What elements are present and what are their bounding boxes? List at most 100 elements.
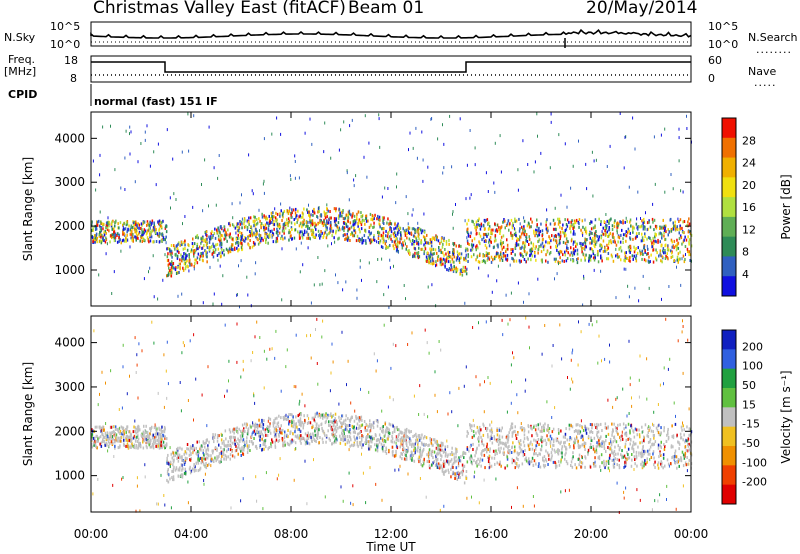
echo-cell [188, 261, 191, 264]
scatter-cell [624, 135, 626, 139]
echo-cell [196, 245, 198, 248]
echo-cell [680, 457, 683, 461]
echo-cell [197, 247, 199, 251]
echo-cell [621, 434, 623, 438]
echo-cell [395, 237, 397, 241]
scatter-cell [639, 249, 641, 253]
echo-cell [148, 443, 150, 447]
echo-cell [452, 242, 454, 246]
echo-cell [523, 219, 526, 223]
scatter-cell [384, 186, 386, 190]
echo-cell [427, 451, 430, 455]
echo-cell [573, 225, 575, 229]
echo-cell [199, 257, 201, 261]
echo-cell [112, 437, 114, 441]
echo-cell [525, 233, 528, 236]
echo-cell [624, 220, 626, 224]
echo-cell [549, 441, 552, 445]
echo-cell [249, 424, 251, 428]
echo-cell [172, 470, 174, 473]
echo-cell [526, 240, 529, 243]
echo-cell [572, 227, 574, 230]
echo-cell [283, 436, 286, 440]
echo-cell [397, 439, 399, 443]
echo-cell [686, 224, 688, 228]
echo-cell [184, 267, 187, 271]
echo-cell [91, 433, 94, 437]
echo-cell [683, 220, 686, 223]
echo-cell [126, 238, 129, 242]
echo-cell [571, 425, 574, 429]
echo-cell [545, 240, 547, 244]
echo-cell [636, 464, 638, 468]
echo-cell [341, 227, 344, 231]
echo-cell [102, 235, 105, 239]
echo-cell [493, 456, 496, 460]
echo-cell [447, 250, 449, 254]
scatter-cell [676, 265, 677, 269]
echo-cell [270, 445, 273, 449]
echo-cell [439, 260, 442, 264]
echo-cell [131, 441, 133, 445]
echo-cell [488, 244, 491, 248]
echo-cell [163, 444, 166, 448]
scatter-cell [192, 205, 194, 209]
echo-cell [485, 233, 487, 237]
echo-cell [618, 448, 621, 452]
echo-cell [463, 269, 465, 273]
echo-cell [411, 242, 413, 246]
echo-cell [192, 237, 194, 241]
echo-cell [523, 453, 526, 456]
echo-cell [578, 218, 581, 222]
echo-cell [216, 228, 218, 232]
echo-cell [614, 426, 617, 429]
echo-cell [336, 225, 339, 229]
echo-cell [458, 459, 461, 463]
scatter-cell [427, 165, 429, 169]
echo-cell [280, 236, 282, 240]
echo-cell [295, 214, 297, 218]
echo-cell [604, 229, 606, 232]
scatter-cell [99, 173, 101, 177]
echo-cell [472, 430, 475, 434]
echo-cell [271, 234, 274, 238]
echo-cell [244, 443, 246, 447]
echo-cell [606, 219, 608, 223]
echo-cell [284, 417, 286, 421]
echo-cell [679, 234, 682, 238]
scatter-cell [175, 252, 177, 256]
echo-cell [566, 257, 569, 260]
echo-cell [350, 416, 352, 420]
echo-cell [535, 462, 537, 466]
echo-cell [591, 431, 594, 434]
echo-cell [394, 226, 397, 230]
echo-cell [179, 266, 181, 269]
echo-cell [621, 437, 624, 441]
echo-cell [589, 423, 592, 426]
echo-cell [241, 431, 244, 435]
echo-cell [408, 249, 410, 253]
echo-cell [174, 247, 176, 251]
echo-cell [272, 223, 275, 227]
echo-cell [641, 239, 643, 243]
echo-cell [246, 444, 249, 448]
scatter-cell [271, 235, 273, 239]
echo-cell [373, 234, 375, 238]
echo-cell [341, 429, 344, 433]
echo-cell [368, 424, 371, 428]
echo-cell [300, 434, 302, 438]
echo-cell [515, 456, 518, 460]
echo-cell [485, 246, 488, 250]
echo-cell [537, 423, 539, 427]
scatter-cell [582, 303, 584, 307]
echo-cell [135, 431, 137, 435]
echo-cell [219, 236, 222, 240]
scatter-cell [583, 274, 585, 278]
scatter-cell [317, 256, 319, 259]
echo-cell [184, 450, 186, 454]
echo-cell [248, 234, 251, 238]
echo-cell [554, 259, 557, 263]
echo-cell [642, 252, 644, 256]
scatter-cell [235, 231, 237, 235]
echo-cell [240, 220, 243, 224]
